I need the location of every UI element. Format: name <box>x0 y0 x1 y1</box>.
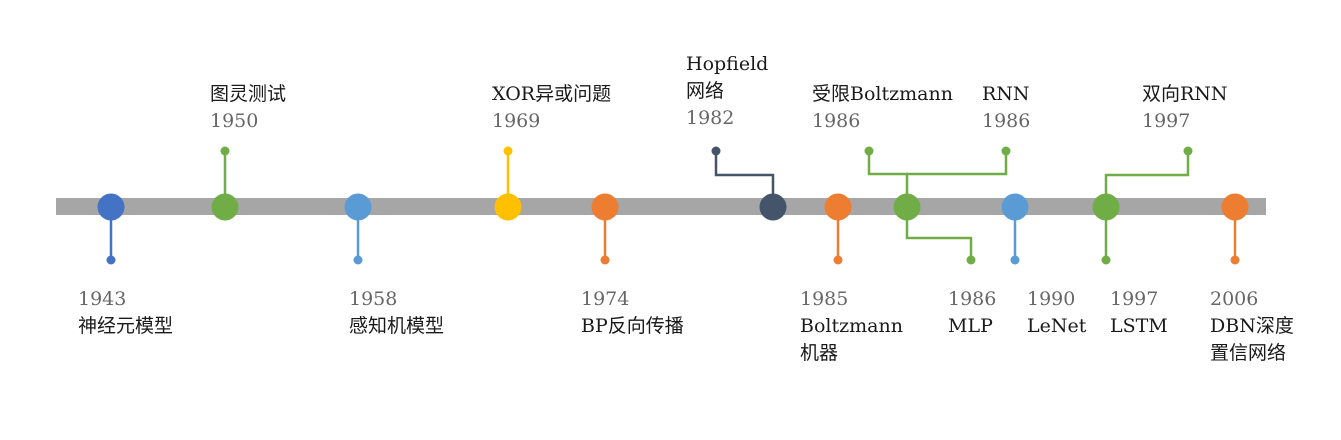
timeline-dots <box>97 193 1249 221</box>
event-name: LeNet <box>1027 315 1087 337</box>
event-name-line2: 机器 <box>800 342 839 364</box>
connector-1958-end-dot <box>353 255 363 265</box>
event-year: 1997 <box>1142 110 1191 132</box>
dot-1950 <box>211 193 239 221</box>
event-label-rnn: RNN 1986 <box>982 81 1030 135</box>
event-year: 1986 <box>948 288 997 310</box>
event-label-bp-backprop: 1974 BP反向传播 <box>581 286 684 340</box>
event-name: 神经元模型 <box>78 315 174 337</box>
dot-1997 <box>1092 193 1120 221</box>
connector-1986-rnn-end-dot <box>1001 146 1011 156</box>
connector-1985-end-dot <box>833 255 843 265</box>
dot-1969 <box>494 193 522 221</box>
dot-1943 <box>97 193 125 221</box>
event-name: 受限Boltzmann <box>812 83 953 105</box>
connector-1997-birnn <box>1104 151 1190 207</box>
connector-1986-mlp-end-dot <box>966 255 976 265</box>
event-year: 1958 <box>349 288 398 310</box>
connector-1990-end-dot <box>1010 255 1020 265</box>
event-year: 1997 <box>1110 288 1159 310</box>
event-year: 1985 <box>800 288 849 310</box>
event-label-xor-problem: XOR异或问题 1969 <box>492 81 611 135</box>
event-name: RNN <box>982 83 1030 105</box>
event-name: Hopfield <box>686 53 769 75</box>
event-name: 双向RNN <box>1142 83 1228 105</box>
event-label-mlp: 1986 MLP <box>948 286 996 340</box>
connector-1982-end-dot <box>711 146 721 156</box>
event-year: 1986 <box>982 110 1031 132</box>
dot-1985 <box>824 193 852 221</box>
event-year: 2006 <box>1210 288 1259 310</box>
connector-1986-rbm-end-dot <box>864 146 874 156</box>
event-label-turing-test: 图灵测试 1950 <box>210 81 286 135</box>
event-name: BP反向传播 <box>581 315 684 337</box>
event-label-perceptron: 1958 感知机模型 <box>349 286 444 340</box>
connector-1969-end-dot <box>503 146 513 156</box>
event-label-boltzmann-machine: 1985 Boltzmann 机器 <box>800 286 903 367</box>
event-name: Boltzmann <box>800 315 903 337</box>
connector-2006-end-dot <box>1230 255 1240 265</box>
connector-1974-end-dot <box>600 255 610 265</box>
connector-1997-birnn-end-dot <box>1183 146 1193 156</box>
dot-1986 <box>893 193 921 221</box>
event-label-lstm: 1997 LSTM <box>1110 286 1168 340</box>
event-year: 1982 <box>686 107 735 129</box>
event-name-line2: 网络 <box>686 80 725 102</box>
connector-1997-lstm-end-dot <box>1101 255 1111 265</box>
connector-1986-rbm <box>867 151 909 207</box>
event-name: LSTM <box>1110 315 1168 337</box>
connector-1982 <box>714 151 775 207</box>
event-year: 1950 <box>210 110 259 132</box>
event-year: 1986 <box>812 110 861 132</box>
event-name: MLP <box>948 315 993 337</box>
connector-1986-mlp <box>905 207 973 260</box>
dot-2006 <box>1221 193 1249 221</box>
event-name: 感知机模型 <box>349 315 445 337</box>
event-label-hopfield-network: Hopfield 网络 1982 <box>686 51 768 132</box>
event-label-dbn: 2006 DBN深度 置信网络 <box>1210 286 1294 367</box>
event-year: 1943 <box>78 288 127 310</box>
event-label-lenet: 1990 LeNet <box>1027 286 1086 340</box>
connector-1950-end-dot <box>220 146 230 156</box>
dot-1982 <box>759 193 787 221</box>
dot-1990 <box>1001 193 1029 221</box>
dot-1958 <box>344 193 372 221</box>
event-year: 1990 <box>1027 288 1076 310</box>
event-label-bidirectional-rnn: 双向RNN 1997 <box>1142 81 1228 135</box>
event-name: XOR异或问题 <box>492 83 612 105</box>
event-year: 1969 <box>492 110 541 132</box>
event-name-line2: 置信网络 <box>1210 342 1287 364</box>
dot-1974 <box>591 193 619 221</box>
event-name: 图灵测试 <box>210 83 287 105</box>
event-label-mcculloch-pitts-neuron: 1943 神经元模型 <box>78 286 173 340</box>
connector-1943-end-dot <box>106 255 116 265</box>
event-name: DBN深度 <box>1210 315 1294 337</box>
event-label-restricted-boltzmann: 受限Boltzmann 1986 <box>812 81 953 135</box>
connector-1986-rnn <box>907 151 1008 176</box>
event-year: 1974 <box>581 288 630 310</box>
